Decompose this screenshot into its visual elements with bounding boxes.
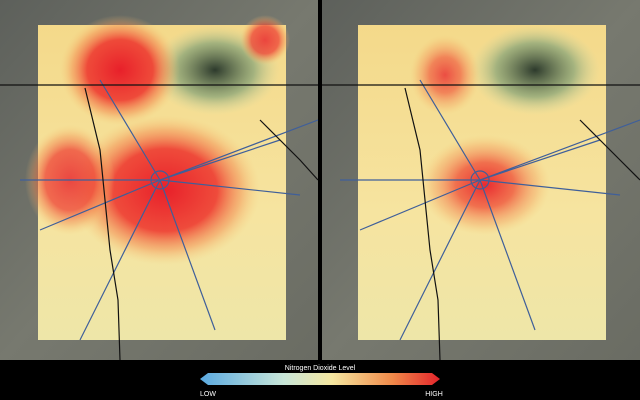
legend: Nitrogen Dioxide Level LOW HIGH [200, 365, 443, 398]
legend-title: Nitrogen Dioxide Level [285, 365, 356, 372]
low-label: LOW [200, 391, 216, 398]
high-label: HIGH [425, 391, 443, 398]
color-scale [200, 373, 440, 385]
panel-before [0, 0, 319, 361]
panel-after [322, 0, 640, 361]
